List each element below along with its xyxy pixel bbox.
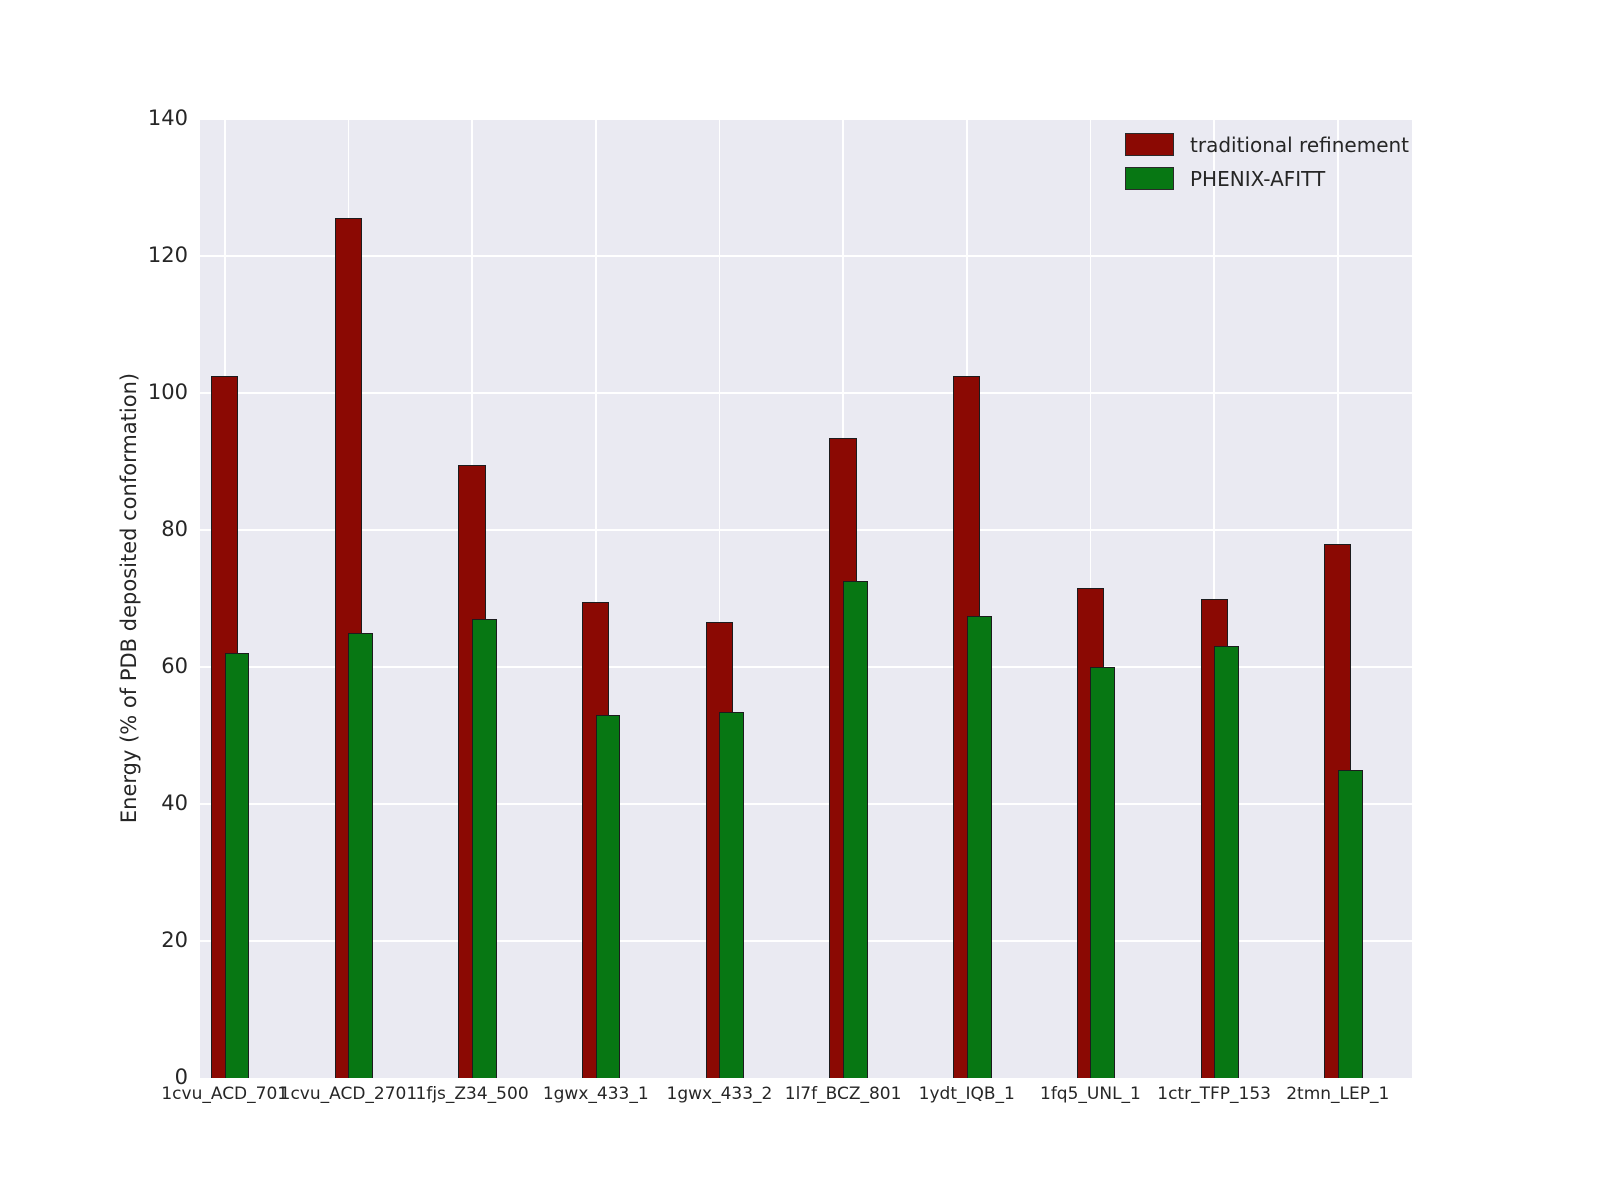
gridline-y-140: [200, 118, 1412, 120]
y-tick-label-80: 80: [161, 517, 188, 542]
y-axis-label: Energy (% of PDB deposited conformation): [117, 372, 141, 824]
gridline-y-80: [200, 529, 1412, 531]
bar-phenix-afitt-1ctr_TFP_153: [1214, 646, 1239, 1078]
gridline-y-20: [200, 940, 1412, 942]
plot-area: traditional refinement PHENIX-AFITT: [200, 118, 1412, 1078]
bar-phenix-afitt-1cvu_ACD_2701: [348, 632, 374, 1078]
bar-phenix-afitt-1gwx_433_2: [719, 711, 745, 1078]
x-tick-label-1fq5_UNL_1: 1fq5_UNL_1: [1040, 1084, 1141, 1104]
bar-phenix-afitt-1l7f_BCZ_801: [843, 581, 868, 1078]
gridline-x-3: [594, 119, 597, 1078]
gridline-y-120: [200, 255, 1412, 257]
gridline-y-100: [200, 392, 1412, 394]
y-tick-label-120: 120: [147, 243, 188, 268]
x-tick-label-1cvu_ACD_701: 1cvu_ACD_701: [161, 1084, 289, 1104]
x-tick-label-1gwx_433_2: 1gwx_433_2: [666, 1084, 773, 1104]
bar-phenix-afitt-1gwx_433_1: [595, 714, 621, 1078]
gridline-y-40: [200, 803, 1412, 805]
x-tick-label-1gwx_433_1: 1gwx_433_1: [542, 1084, 649, 1104]
legend: traditional refinement PHENIX-AFITT: [1125, 133, 1409, 201]
y-tick-label-140: 140: [147, 106, 188, 131]
legend-swatch-traditional-refinement: [1125, 133, 1174, 156]
legend-item-traditional-refinement: traditional refinement: [1125, 133, 1409, 156]
y-tick-label-100: 100: [147, 380, 188, 405]
legend-label-phenix-afitt: PHENIX-AFITT: [1190, 166, 1326, 191]
y-tick-label-20: 20: [161, 928, 188, 953]
x-tick-label-1cvu_ACD_2701: 1cvu_ACD_2701: [279, 1084, 418, 1104]
legend-item-phenix-afitt: PHENIX-AFITT: [1125, 167, 1409, 190]
x-tick-label-1l7f_BCZ_801: 1l7f_BCZ_801: [784, 1084, 902, 1104]
bar-phenix-afitt-1fjs_Z34_500: [472, 619, 497, 1078]
bar-phenix-afitt-1cvu_ACD_701: [224, 653, 250, 1078]
bar-phenix-afitt-2tmn_LEP_1: [1337, 769, 1363, 1078]
gridline-x-4: [718, 119, 721, 1078]
x-tick-label-1ctr_TFP_153: 1ctr_TFP_153: [1157, 1084, 1271, 1104]
y-tick-label-40: 40: [161, 791, 188, 816]
x-tick-label-1ydt_IQB_1: 1ydt_IQB_1: [918, 1084, 1015, 1104]
y-tick-label-60: 60: [161, 654, 188, 679]
bar-phenix-afitt-1ydt_IQB_1: [966, 615, 992, 1078]
y-tick-label-0: 0: [174, 1065, 188, 1090]
legend-swatch-phenix-afitt: [1125, 167, 1174, 190]
gridline-y-60: [200, 666, 1412, 668]
x-tick-label-1fjs_Z34_500: 1fjs_Z34_500: [415, 1084, 529, 1104]
x-tick-label-2tmn_LEP_1: 2tmn_LEP_1: [1286, 1084, 1390, 1104]
legend-label-traditional-refinement: traditional refinement: [1190, 132, 1410, 157]
bar-phenix-afitt-1fq5_UNL_1: [1090, 667, 1116, 1078]
